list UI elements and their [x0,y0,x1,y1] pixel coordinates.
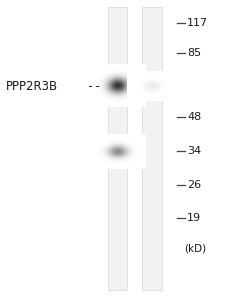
Bar [108,7,127,290]
Text: (kD): (kD) [184,243,206,253]
Text: PPP2R3B: PPP2R3B [6,80,58,93]
Text: --: -- [87,80,102,93]
Text: 19: 19 [187,213,201,224]
Text: 85: 85 [187,48,201,59]
Text: 48: 48 [187,112,201,122]
Text: 117: 117 [187,18,208,28]
Text: 34: 34 [187,146,201,157]
Text: 26: 26 [187,180,201,190]
Bar [142,7,162,290]
